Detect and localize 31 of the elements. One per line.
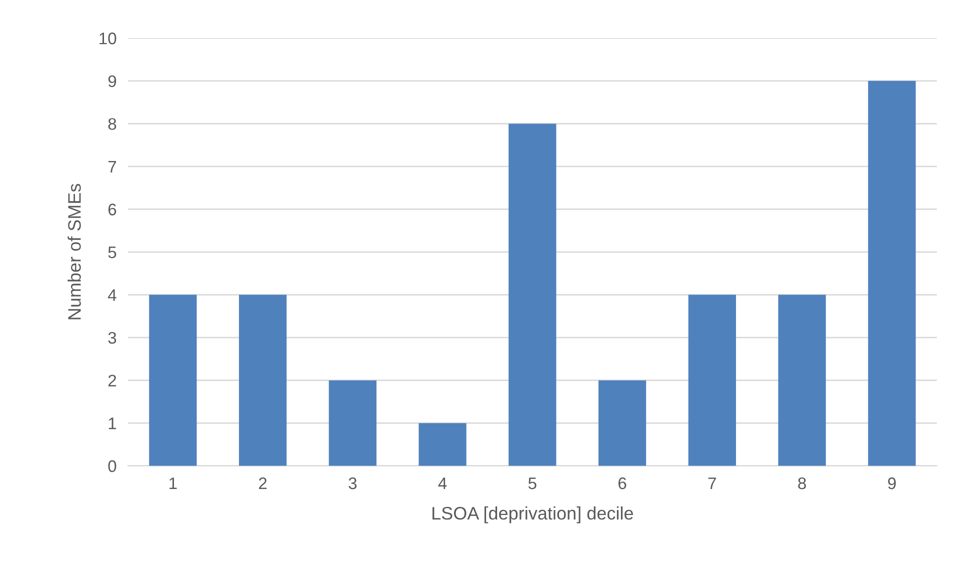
bar <box>868 80 916 466</box>
y-tick-label: 10 <box>100 32 116 44</box>
y-tick-label: 1 <box>108 418 116 430</box>
x-tick-label: 4 <box>438 478 447 490</box>
y-tick-label: 2 <box>108 374 116 386</box>
bar <box>508 124 556 466</box>
bar <box>598 380 646 466</box>
y-axis-title: Number of SMEs <box>68 184 81 320</box>
x-tick-label: 6 <box>618 477 626 490</box>
x-tick-label: 3 <box>348 477 357 490</box>
x-tick-label: 8 <box>798 477 806 490</box>
x-axis-title: LSOA [deprivation] decile <box>432 506 633 524</box>
bar <box>328 380 376 466</box>
y-tick-label: 0 <box>108 460 116 472</box>
y-tick-label: 9 <box>108 75 116 88</box>
y-tick-label: 7 <box>108 161 116 173</box>
x-tick-label: 1 <box>170 478 177 490</box>
y-tick-label: 5 <box>108 246 116 258</box>
bar <box>418 423 466 466</box>
x-tick-label: 5 <box>528 478 536 490</box>
bar <box>688 294 736 466</box>
y-tick-label: 6 <box>108 204 116 216</box>
y-tick-label: 8 <box>108 118 116 130</box>
bar <box>238 294 287 466</box>
bar <box>778 294 826 466</box>
x-tick-label: 2 <box>258 477 267 490</box>
x-tick-label: 7 <box>708 478 716 490</box>
y-tick-label: 3 <box>108 332 116 344</box>
bar <box>149 294 197 466</box>
x-tick-label: 9 <box>888 477 896 490</box>
y-tick-label: 4 <box>108 289 116 301</box>
